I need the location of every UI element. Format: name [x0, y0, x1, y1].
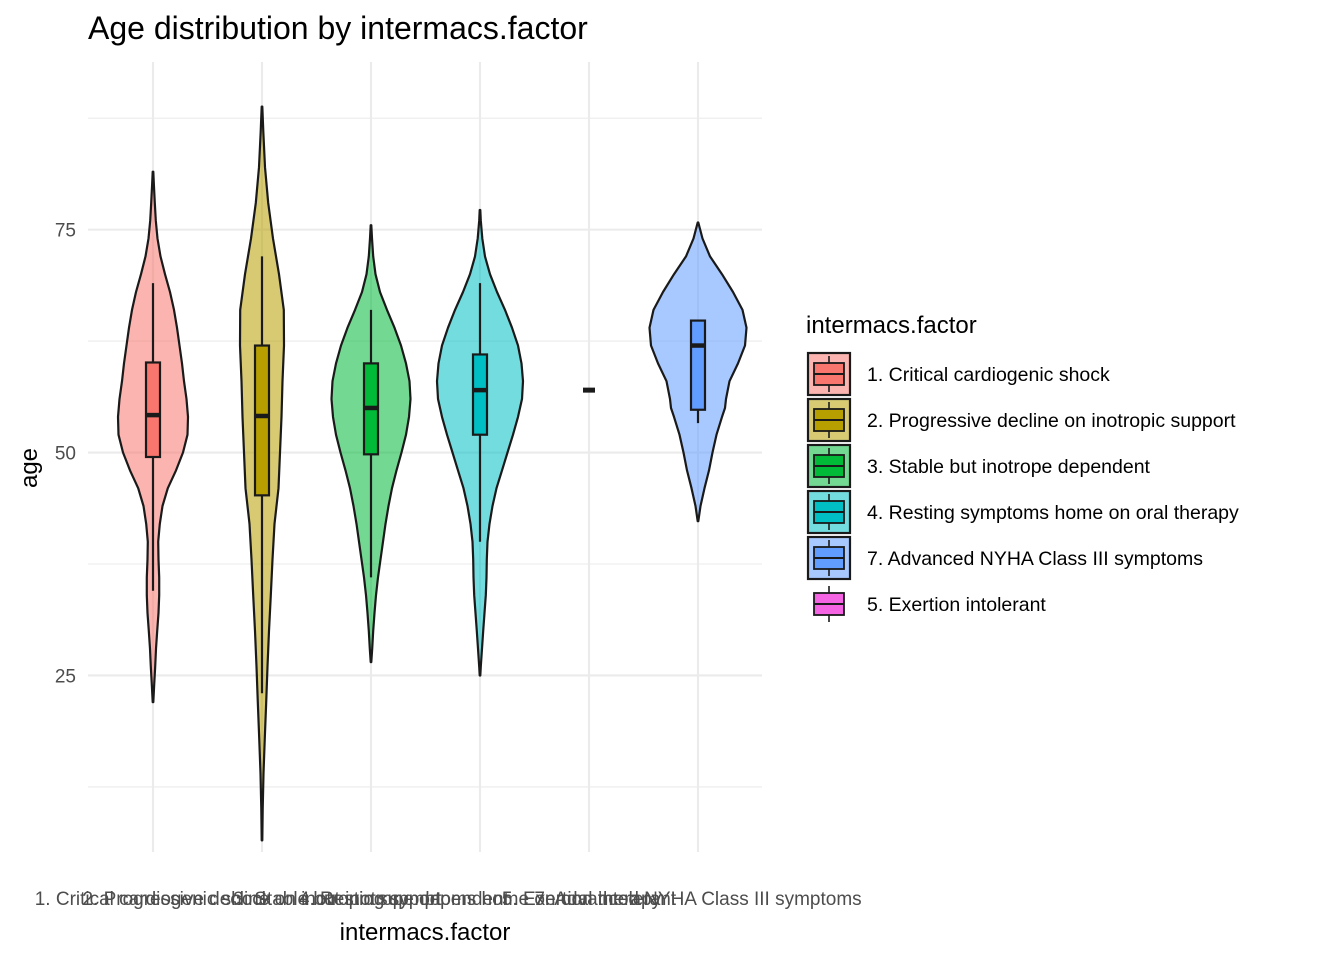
y-axis-title: age — [16, 448, 43, 488]
y-tick-label: 25 — [55, 666, 76, 687]
box-7-advanced-nyha-class-iii-symptoms — [689, 319, 707, 411]
box-4-resting-symptoms-home-on-oral-therapy — [471, 353, 489, 436]
legend-title: intermacs.factor — [806, 312, 977, 339]
legend-label-7-advanced-nyha-class-iii-symptoms: 7. Advanced NYHA Class III symptoms — [867, 548, 1203, 570]
violin-layer — [116, 105, 748, 842]
legend-label-1-critical-cardiogenic-shock: 1. Critical cardiogenic shock — [867, 364, 1110, 386]
legend-label-5-exertion-intolerant: 5. Exertion intolerant — [867, 594, 1046, 616]
legend-label-3-stable-but-inotrope-dependent: 3. Stable but inotrope dependent — [867, 456, 1151, 478]
legend-label-2-progressive-decline-on-inotropic-support: 2. Progressive decline on inotropic supp… — [867, 410, 1236, 432]
x-tick-label: 1. Critical cardiogenic shock — [35, 889, 272, 910]
x-tick-label: 7. Advanced NYHA Class III symptoms — [534, 889, 861, 910]
grid-lines — [88, 62, 762, 852]
x-tick-label: 4. Resting symptoms home on oral therapy — [299, 889, 662, 910]
legend: intermacs.factor 1. Critical cardiogenic… — [806, 312, 1239, 622]
x-tick-label: 5. Exertion intolerant — [502, 889, 677, 910]
chart-title: Age distribution by intermacs.factor — [88, 10, 588, 46]
y-tick-label: 50 — [55, 444, 76, 465]
x-tick-label: 2. Progressive decline on inotropic supp… — [82, 889, 442, 910]
y-axis-ticks: 25 50 75 — [55, 221, 76, 688]
box-2-progressive-decline-on-inotropic-support — [253, 344, 271, 497]
legend-label-4-resting-symptoms-home-on-oral-therapy: 4. Resting symptoms home on oral therapy — [867, 502, 1239, 524]
boxplot-layer — [144, 256, 707, 694]
box-1-critical-cardiogenic-shock — [144, 361, 162, 459]
x-tick-label: 3. Stable but inotrope dependent — [233, 889, 509, 910]
y-tick-label: 75 — [55, 221, 76, 242]
x-axis-title: intermacs.factor — [340, 919, 511, 946]
